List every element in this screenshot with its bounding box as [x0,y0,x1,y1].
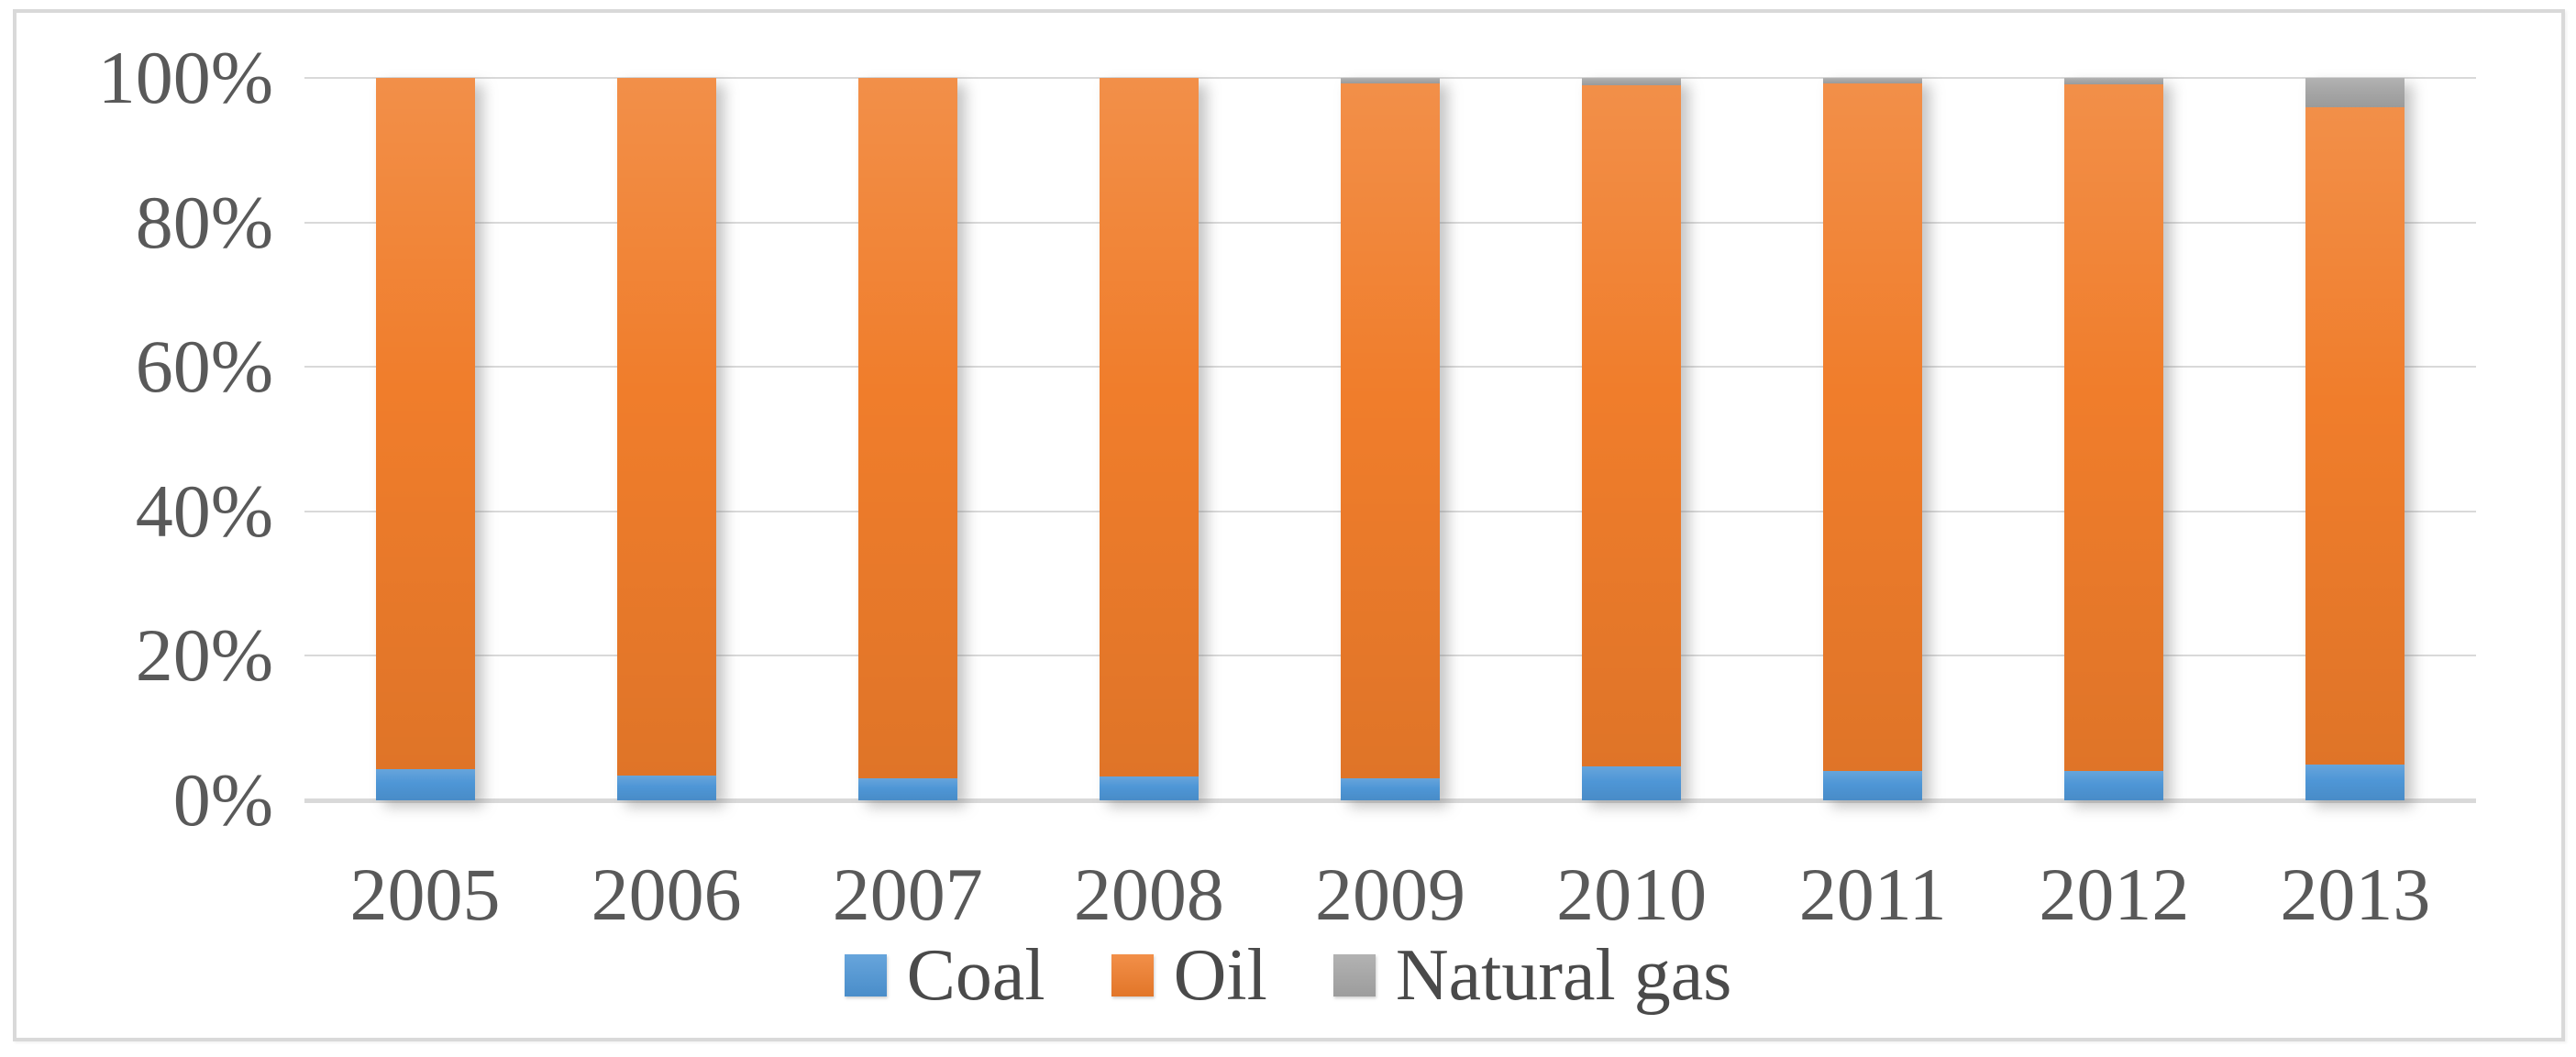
x-tick-label: 2005 [349,853,501,936]
x-tick-label: 2006 [591,853,742,936]
y-tick-label: 40% [135,468,273,553]
legend: Coal Oil Natural gas [0,939,2576,1012]
bar-segment-oil-2009 [1341,83,1440,779]
y-tick-label: 0% [172,758,273,842]
bar-segment-coal-2007 [857,778,957,800]
legend-item-oil: Oil [1111,939,1267,1012]
bar-segment-natural-gas-2011 [1823,78,1923,84]
legend-label: Oil [1173,935,1267,1016]
gridline [304,77,2476,79]
x-tick-label: 2011 [1798,853,1947,936]
bar-segment-natural-gas-2012 [2064,78,2164,85]
y-tick-label: 20% [135,613,273,698]
y-tick-label: 80% [135,180,273,264]
legend-item-natural-gas: Natural gas [1332,935,1732,1016]
bar-segment-coal-2009 [1341,778,1440,800]
x-tick-label: 2010 [1556,853,1708,936]
bar-2006 [616,78,716,800]
bar-segment-oil-2013 [2305,106,2405,765]
x-tick-label: 2008 [1073,853,1224,936]
bar-segment-oil-2005 [375,78,475,770]
bar-2008 [1099,78,1199,800]
bar-segment-oil-2010 [1582,84,1682,766]
bar-2005 [375,78,475,800]
bar-2013 [2305,78,2405,800]
bar-segment-natural-gas-2009 [1341,78,1440,83]
bar-2007 [857,78,957,800]
bar-segment-coal-2006 [616,776,716,800]
x-tick-label: 2013 [2280,853,2431,936]
bar-segment-natural-gas-2013 [2305,78,2405,107]
bar-segment-oil-2006 [616,78,716,776]
bar-segment-oil-2012 [2064,84,2164,772]
bar-2010 [1582,78,1682,800]
bar-segment-coal-2012 [2064,771,2164,800]
x-axis-baseline [304,798,2476,803]
bar-segment-coal-2008 [1099,776,1199,800]
bar-2012 [2064,78,2164,800]
x-tick-label: 2007 [832,853,983,936]
y-tick-label: 60% [135,325,273,409]
legend-swatch-coal-icon [844,954,887,996]
x-tick-label: 2012 [2039,853,2190,936]
legend-swatch-oil-icon [1111,954,1154,996]
bar-segment-coal-2011 [1823,770,1923,800]
bar-segment-coal-2013 [2305,764,2405,800]
bar-2009 [1341,78,1440,800]
bar-segment-oil-2008 [1099,78,1199,776]
legend-swatch-natural-gas-icon [1332,954,1376,996]
bar-segment-coal-2005 [375,769,475,800]
bar-segment-oil-2007 [857,78,957,779]
bar-segment-coal-2010 [1582,765,1682,800]
bar-segment-natural-gas-2010 [1582,78,1682,85]
x-tick-label: 2009 [1314,853,1465,936]
bar-segment-oil-2011 [1823,83,1923,771]
legend-item-coal: Coal [844,935,1045,1016]
legend-label: Natural gas [1395,935,1732,1016]
bar-2011 [1823,78,1923,800]
legend-label: Coal [906,935,1045,1016]
y-tick-label: 100% [97,36,273,119]
